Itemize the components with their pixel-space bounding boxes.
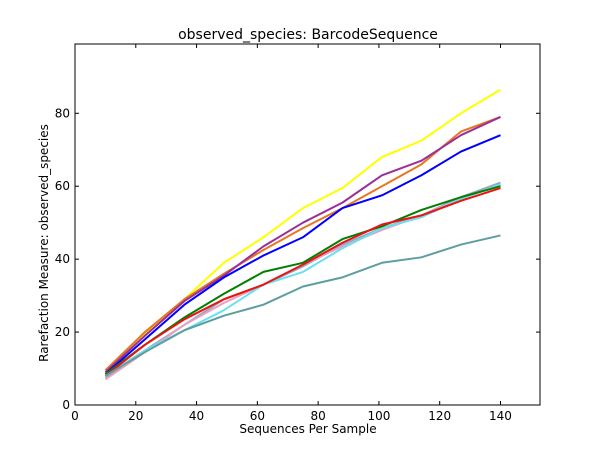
x-axis-label: Sequences Per Sample <box>239 422 376 436</box>
series-line-8 <box>104 185 501 375</box>
chart-title: observed_species: BarcodeSequence <box>178 27 438 43</box>
x-tick-label: 40 <box>189 409 204 423</box>
x-tick-label: 60 <box>250 409 265 423</box>
ticks-layer: 0 20 40 60 80 100 120 140 0 20 40 60 80 <box>55 44 540 423</box>
x-tick-label: 120 <box>428 409 451 423</box>
x-tick-label: 100 <box>367 409 390 423</box>
x-tick-label: 0 <box>71 409 79 423</box>
series-line-7 <box>104 183 501 377</box>
y-tick-label: 40 <box>55 252 70 266</box>
y-tick-label: 60 <box>55 179 70 193</box>
series-layer <box>104 88 502 381</box>
plot-frame <box>74 43 541 406</box>
series-line-3 <box>104 116 501 373</box>
series-line-2 <box>104 115 501 372</box>
series-line-4 <box>104 134 501 375</box>
x-tick-label: 140 <box>489 409 512 423</box>
x-tick-label: 80 <box>310 409 325 423</box>
series-line-1 <box>104 88 502 372</box>
x-tick-label: 20 <box>128 409 143 423</box>
series-line-6 <box>104 183 501 381</box>
y-tick-label: 0 <box>62 398 70 412</box>
y-tick-label: 20 <box>55 325 70 339</box>
y-axis-label: Rarefaction Measure: observed_species <box>37 124 51 362</box>
series-line-10 <box>104 234 501 377</box>
y-tick-label: 80 <box>55 106 70 120</box>
series-line-9 <box>104 187 501 377</box>
axes-layer <box>74 43 541 406</box>
series-line-5 <box>104 181 501 379</box>
